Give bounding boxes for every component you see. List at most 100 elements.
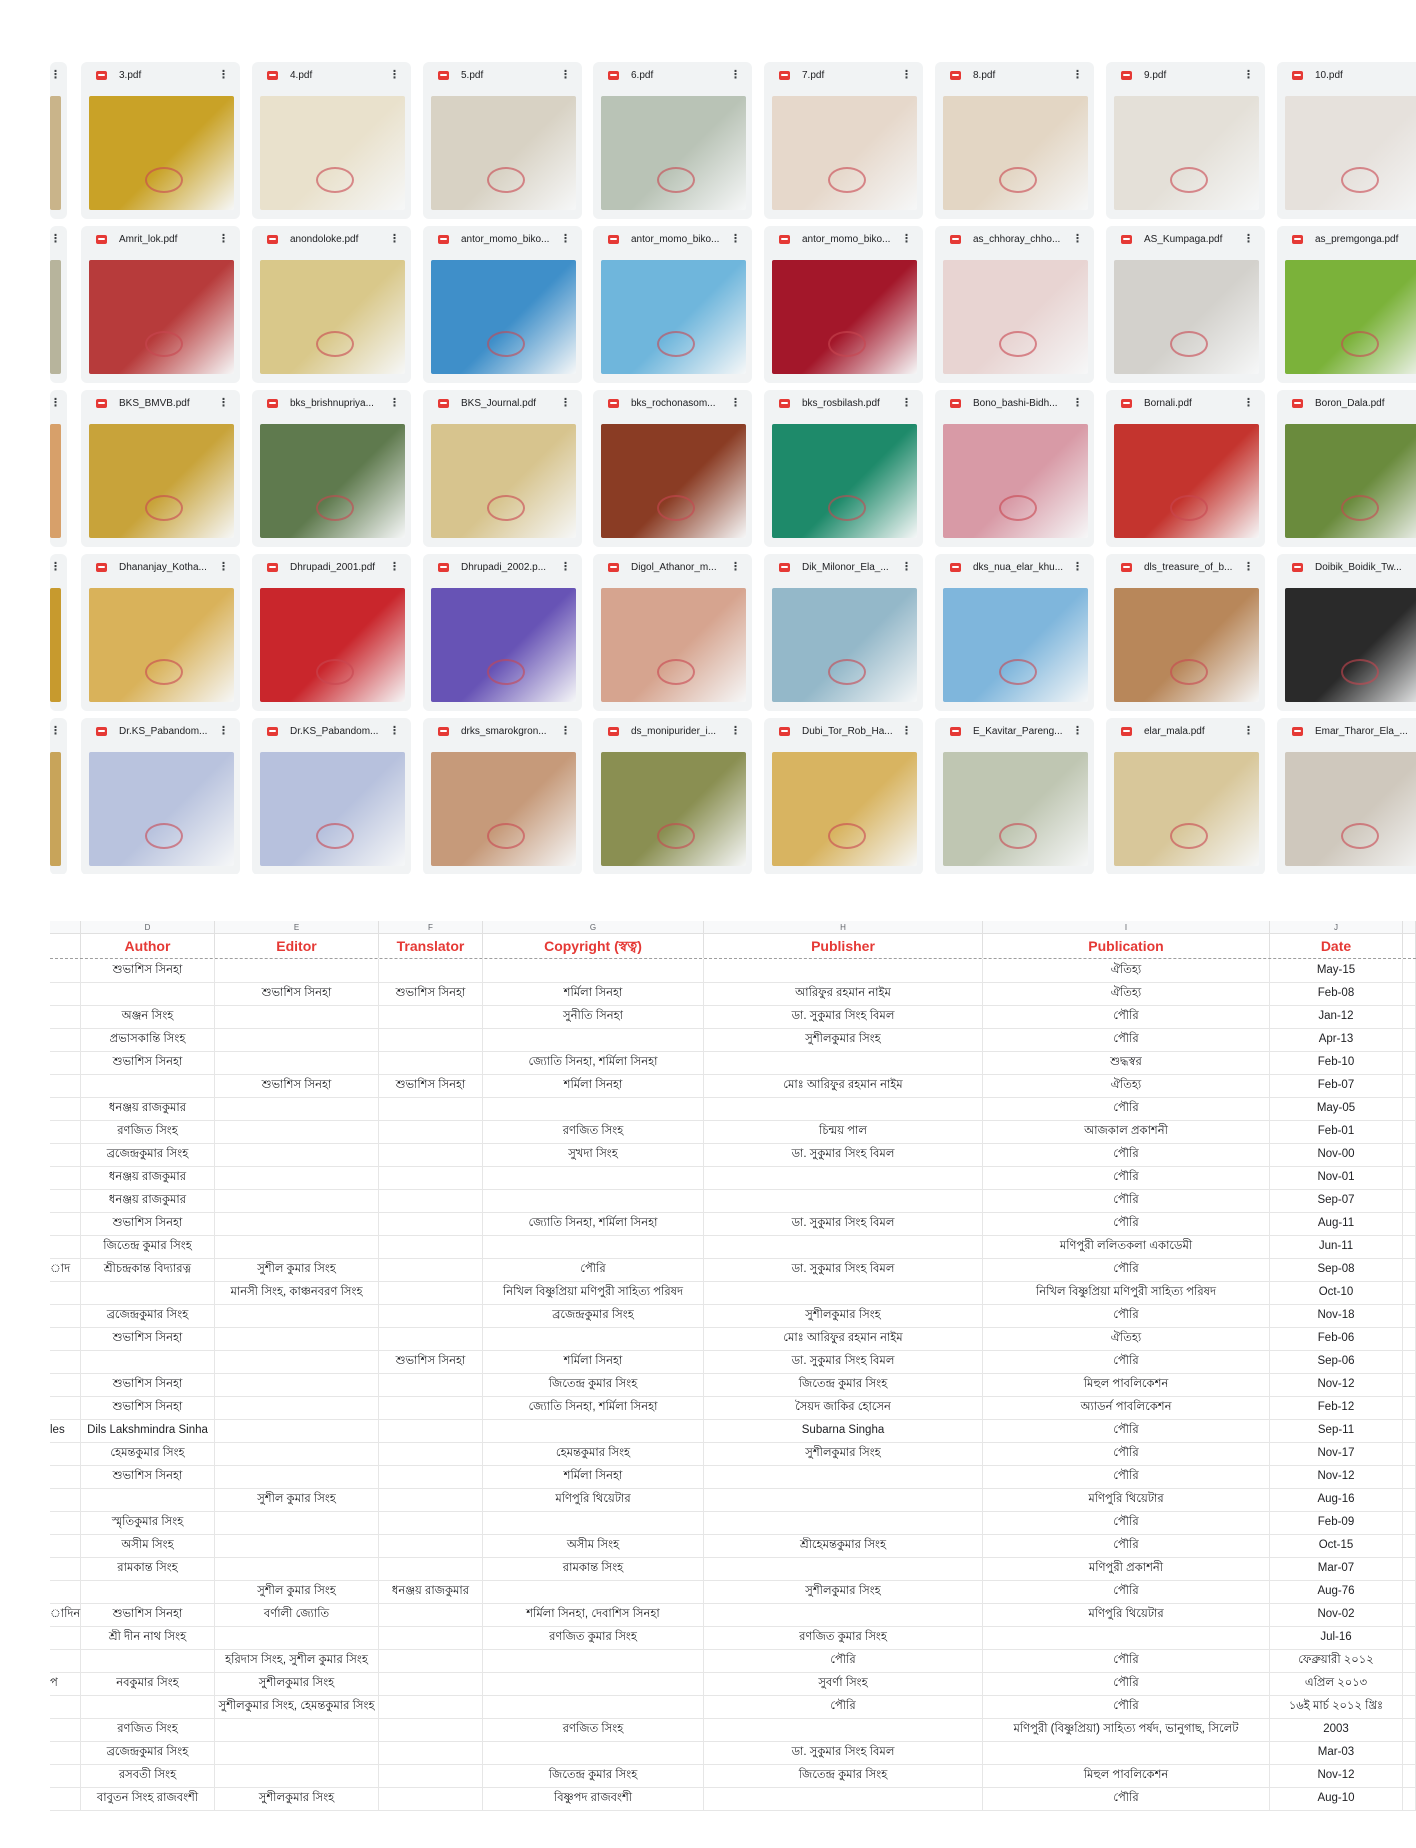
table-cell[interactable]: ১৬ই মার্চ ২০১২ খ্রিঃ <box>1270 1695 1403 1718</box>
table-cell[interactable]: ধনঞ্জয় রাজকুমার <box>81 1166 215 1189</box>
more-options-icon[interactable]: ⋮ <box>901 232 912 245</box>
file-card[interactable]: Boron_Dala.pdf ⋮ <box>1277 390 1416 547</box>
table-cell[interactable]: শর্মিলা সিনহা <box>483 1350 704 1373</box>
file-card[interactable]: Dik_Milonor_Ela_... ⋮ <box>764 554 923 711</box>
file-thumbnail[interactable] <box>943 96 1088 210</box>
table-cell[interactable] <box>379 1488 483 1511</box>
table-cell[interactable] <box>50 1028 81 1051</box>
table-cell[interactable]: াদিন <box>50 1603 81 1626</box>
table-cell[interactable] <box>1403 1580 1416 1603</box>
more-options-icon[interactable]: ⋮ <box>1414 559 1416 575</box>
file-card[interactable]: Dubi_Tor_Rob_Ha... ⋮ <box>764 718 923 874</box>
file-card[interactable]: drks_smarokgron... ⋮ <box>423 718 582 874</box>
file-card[interactable]: 6.pdf ⋮ <box>593 62 752 219</box>
file-thumbnail[interactable] <box>772 260 917 374</box>
table-cell[interactable] <box>379 1557 483 1580</box>
more-options-icon[interactable]: ⋮ <box>389 560 400 573</box>
table-cell[interactable]: এপ্রিল ২০১৩ <box>1270 1672 1403 1695</box>
table-cell[interactable]: অ্যাডর্ন পাবলিকেশন <box>983 1396 1270 1419</box>
table-cell[interactable] <box>50 1764 81 1787</box>
file-thumbnail[interactable] <box>1285 96 1416 210</box>
more-options-icon[interactable]: ⋮ <box>901 724 912 737</box>
table-cell[interactable]: ঐতিহ্য <box>983 1074 1270 1097</box>
table-cell[interactable] <box>81 1281 215 1304</box>
file-thumbnail[interactable] <box>772 96 917 210</box>
table-cell[interactable]: ঐতিহ্য <box>983 1327 1270 1350</box>
header-cell[interactable] <box>50 934 81 958</box>
file-card[interactable]: BKS_Journal.pdf ⋮ <box>423 390 582 547</box>
file-card[interactable]: ⋮ <box>50 62 67 219</box>
table-cell[interactable]: Feb-01 <box>1270 1120 1403 1143</box>
table-cell[interactable]: বিষ্ণুপদ রাজবংশী <box>483 1787 704 1810</box>
file-card[interactable]: Amrit_lok.pdf ⋮ <box>81 226 240 383</box>
table-cell[interactable] <box>50 1695 81 1718</box>
file-card[interactable]: 3.pdf ⋮ <box>81 62 240 219</box>
table-cell[interactable]: ব্রজেন্দ্রকুমার সিংহ <box>81 1304 215 1327</box>
file-card[interactable]: ⋮ <box>50 554 67 711</box>
table-cell[interactable] <box>379 1189 483 1212</box>
table-cell[interactable]: শুভাশিস সিনহা <box>81 959 215 982</box>
table-cell[interactable]: Feb-08 <box>1270 982 1403 1005</box>
table-cell[interactable]: মণিপুরী প্রকাশনী <box>983 1557 1270 1580</box>
file-thumbnail[interactable] <box>260 588 405 702</box>
table-cell[interactable] <box>81 1695 215 1718</box>
file-card[interactable]: 8.pdf ⋮ <box>935 62 1094 219</box>
table-cell[interactable] <box>50 1557 81 1580</box>
table-cell[interactable]: সুশীলকুমার সিংহ <box>215 1672 379 1695</box>
column-letter[interactable]: I <box>983 921 1270 934</box>
table-cell[interactable] <box>50 1097 81 1120</box>
table-cell[interactable]: মণিপুরি থিয়েটার <box>483 1488 704 1511</box>
table-cell[interactable]: ডা. সুকুমার সিংহ বিমল <box>704 1258 983 1281</box>
table-cell[interactable] <box>50 1235 81 1258</box>
table-cell[interactable]: শুভাশিস সিনহা <box>379 1350 483 1373</box>
table-cell[interactable]: রসবতী সিংহ <box>81 1764 215 1787</box>
table-cell[interactable]: পৌরি <box>983 1189 1270 1212</box>
more-options-icon[interactable]: ⋮ <box>560 232 571 245</box>
file-card[interactable]: Doibik_Boidik_Tw... ⋮ <box>1277 554 1416 711</box>
file-card[interactable]: ⋮ <box>50 226 67 383</box>
table-cell[interactable]: পৌরি <box>983 1028 1270 1051</box>
table-cell[interactable]: াদ <box>50 1258 81 1281</box>
table-cell[interactable]: মণিপুরি থিয়েটার <box>983 1488 1270 1511</box>
table-cell[interactable]: নিখিল বিষ্ণুপ্রিয়া মণিপুরী সাহিত্য পরিষ… <box>983 1281 1270 1304</box>
more-options-icon[interactable]: ⋮ <box>730 724 741 737</box>
table-cell[interactable] <box>1403 1304 1416 1327</box>
table-cell[interactable] <box>704 1787 983 1810</box>
table-cell[interactable] <box>50 1488 81 1511</box>
table-cell[interactable] <box>50 1534 81 1557</box>
table-cell[interactable] <box>379 1695 483 1718</box>
table-cell[interactable]: Oct-15 <box>1270 1534 1403 1557</box>
file-thumbnail[interactable] <box>431 96 576 210</box>
table-cell[interactable] <box>1403 1603 1416 1626</box>
table-cell[interactable] <box>379 1649 483 1672</box>
more-options-icon[interactable]: ⋮ <box>218 68 229 81</box>
table-cell[interactable]: পৌরি <box>983 1304 1270 1327</box>
table-cell[interactable] <box>704 1097 983 1120</box>
table-cell[interactable]: Nov-12 <box>1270 1764 1403 1787</box>
table-cell[interactable]: ধনঞ্জয় রাজকুমার <box>81 1097 215 1120</box>
table-cell[interactable] <box>704 1166 983 1189</box>
table-cell[interactable] <box>215 1350 379 1373</box>
table-cell[interactable]: জিতেন্দ্র কুমার সিংহ <box>81 1235 215 1258</box>
file-card[interactable]: antor_momo_biko... ⋮ <box>593 226 752 383</box>
file-thumbnail[interactable] <box>601 424 746 538</box>
table-cell[interactable]: শ্রীহেমন্তকুমার সিংহ <box>704 1534 983 1557</box>
file-thumbnail[interactable] <box>89 96 234 210</box>
column-letter[interactable] <box>1403 921 1416 934</box>
more-options-icon[interactable]: ⋮ <box>1243 560 1254 573</box>
more-options-icon[interactable]: ⋮ <box>1072 724 1083 737</box>
file-thumbnail[interactable] <box>89 260 234 374</box>
file-card[interactable]: as_chhoray_chho... ⋮ <box>935 226 1094 383</box>
file-card[interactable]: 7.pdf ⋮ <box>764 62 923 219</box>
table-cell[interactable] <box>379 1373 483 1396</box>
table-cell[interactable]: শুভাশিস সিনহা <box>81 1212 215 1235</box>
table-cell[interactable]: আরিফুর রহমান নাইম <box>704 982 983 1005</box>
table-cell[interactable] <box>704 1051 983 1074</box>
table-cell[interactable] <box>483 1580 704 1603</box>
table-cell[interactable] <box>704 1557 983 1580</box>
table-cell[interactable] <box>379 1672 483 1695</box>
table-cell[interactable]: চিন্ময় পাল <box>704 1120 983 1143</box>
table-cell[interactable] <box>50 1511 81 1534</box>
file-card[interactable]: 5.pdf ⋮ <box>423 62 582 219</box>
file-card[interactable]: Bono_bashi-Bidh... ⋮ <box>935 390 1094 547</box>
